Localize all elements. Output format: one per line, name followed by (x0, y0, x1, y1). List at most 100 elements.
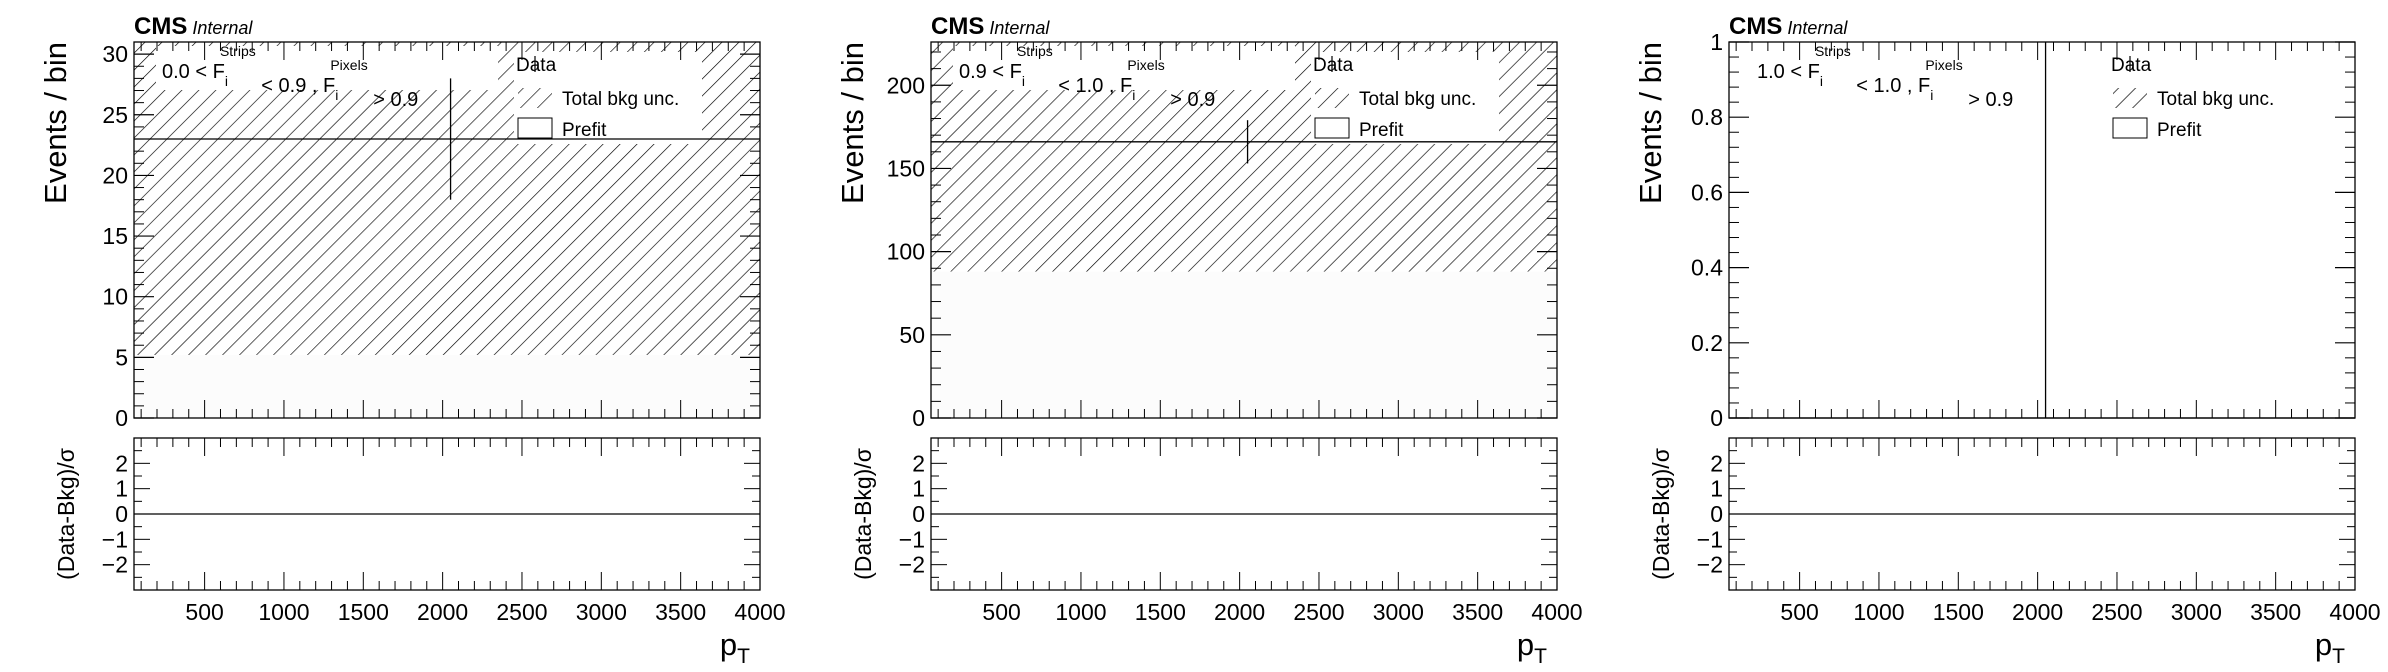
legend-data-label: Data (1313, 55, 1354, 76)
region-label-bg (953, 46, 1295, 90)
legend-prefit-swatch (1314, 117, 1350, 139)
ratio-y-tick-label: 0 (1710, 501, 1723, 527)
y-tick-label: 50 (899, 322, 925, 348)
main-frame (930, 41, 1558, 419)
y-tick-label: 25 (102, 102, 128, 128)
ratio-y-axis-title: (Data-Bkg)/σ (53, 448, 79, 580)
x-tick-label: 1000 (258, 599, 309, 625)
ratio-y-tick-label: −1 (102, 526, 128, 552)
x-tick-label: 1500 (1135, 599, 1186, 625)
region-label: 0.9 < FiStrips < 1.0 , FiPixels > 0.9 (959, 43, 1215, 111)
x-tick-label: 500 (1780, 599, 1818, 625)
legend-unc-swatch (1315, 88, 1349, 108)
ratio-y-tick-label: 2 (1710, 450, 1723, 476)
region-label-bg (1751, 46, 2093, 90)
x-tick-label: 3500 (2250, 599, 2301, 625)
ratio-y-tick-label: −1 (899, 526, 925, 552)
y-tick-label: 0.2 (1691, 330, 1723, 356)
x-tick-label: 3500 (655, 599, 706, 625)
region-label: 0.0 < FiStrips < 0.9 , FiPixels > 0.9 (162, 43, 418, 111)
y-tick-label: 30 (102, 41, 128, 67)
legend-prefit-label: Prefit (2157, 120, 2202, 141)
ratio-y-tick-label: 0 (912, 501, 925, 527)
ratio-y-tick-label: 1 (115, 476, 128, 502)
y-tick-label: 15 (102, 223, 128, 249)
ratio-y-axis-title: (Data-Bkg)/σ (850, 448, 876, 580)
ratio-y-tick-label: −2 (899, 552, 925, 578)
x-tick-label: 4000 (734, 599, 785, 625)
cms-label: CMS Internal (931, 13, 1050, 40)
y-axis-title: Events / bin (835, 42, 870, 204)
x-tick-label: 500 (185, 599, 223, 625)
x-tick-label: 3000 (2171, 599, 2222, 625)
x-tick-label: 1000 (1055, 599, 1106, 625)
legend-unc-swatch (2113, 88, 2147, 108)
prefit-fill (134, 354, 760, 418)
y-tick-label: 200 (887, 72, 925, 98)
y-tick-label: 1 (1710, 29, 1723, 55)
prefit-fill (931, 271, 1557, 418)
cms-label: CMS Internal (1729, 13, 1848, 40)
legend-unc-label: Total bkg unc. (1359, 89, 1476, 110)
x-tick-label: 2500 (496, 599, 547, 625)
legend-prefit-label: Prefit (1359, 120, 1404, 141)
ratio-y-tick-label: −2 (1697, 552, 1723, 578)
legend-prefit-swatch (2112, 117, 2148, 139)
legend-unc-label: Total bkg unc. (2157, 89, 2274, 110)
y-axis-title: Events / bin (1633, 42, 1668, 204)
x-tick-label: 3000 (1373, 599, 1424, 625)
x-tick-label: 4000 (2329, 599, 2380, 625)
y-tick-label: 10 (102, 284, 128, 310)
x-tick-label: 2000 (417, 599, 468, 625)
x-axis-title: pT (2315, 627, 2345, 668)
x-tick-label: 1500 (338, 599, 389, 625)
x-tick-label: 3500 (1452, 599, 1503, 625)
ratio-y-tick-label: 2 (912, 450, 925, 476)
ratio-y-tick-label: 1 (1710, 476, 1723, 502)
main-frame (133, 41, 761, 419)
y-tick-label: 5 (115, 344, 128, 370)
x-tick-label: 2000 (1214, 599, 1265, 625)
y-tick-label: 0.8 (1691, 104, 1723, 130)
ratio-y-tick-label: −2 (102, 552, 128, 578)
x-tick-label: 500 (982, 599, 1020, 625)
x-tick-label: 2000 (2012, 599, 2063, 625)
x-axis-title: pT (720, 627, 750, 668)
region-label-bg (156, 46, 498, 90)
x-tick-label: 1500 (1933, 599, 1984, 625)
y-tick-label: 20 (102, 162, 128, 188)
x-tick-label: 4000 (1531, 599, 1582, 625)
y-tick-label: 150 (887, 155, 925, 181)
x-tick-label: 2500 (1293, 599, 1344, 625)
y-tick-label: 0 (115, 405, 128, 431)
y-tick-label: 0 (1710, 405, 1723, 431)
y-tick-label: 0.6 (1691, 179, 1723, 205)
legend-unc-swatch (518, 88, 552, 108)
ratio-y-axis-title: (Data-Bkg)/σ (1648, 448, 1674, 580)
ratio-y-tick-label: 0 (115, 501, 128, 527)
main-frame (1728, 41, 2356, 419)
x-tick-label: 1000 (1853, 599, 1904, 625)
x-axis-title: pT (1517, 627, 1547, 668)
ratio-y-tick-label: 2 (115, 450, 128, 476)
x-tick-label: 3000 (576, 599, 627, 625)
cms-label: CMS Internal (134, 13, 253, 40)
y-tick-label: 0 (912, 405, 925, 431)
legend-data-label: Data (2111, 55, 2152, 76)
x-tick-label: 2500 (2091, 599, 2142, 625)
legend-unc-label: Total bkg unc. (562, 89, 679, 110)
legend-prefit-swatch (517, 117, 553, 139)
legend-data-label: Data (516, 55, 557, 76)
legend-prefit-label: Prefit (562, 120, 607, 141)
y-tick-label: 0.4 (1691, 255, 1723, 281)
ratio-y-tick-label: −1 (1697, 526, 1723, 552)
ratio-y-tick-label: 1 (912, 476, 925, 502)
y-axis-title: Events / bin (38, 42, 73, 204)
region-label: 1.0 < FiStrips < 1.0 , FiPixels > 0.9 (1757, 43, 2013, 111)
y-tick-label: 100 (887, 239, 925, 265)
